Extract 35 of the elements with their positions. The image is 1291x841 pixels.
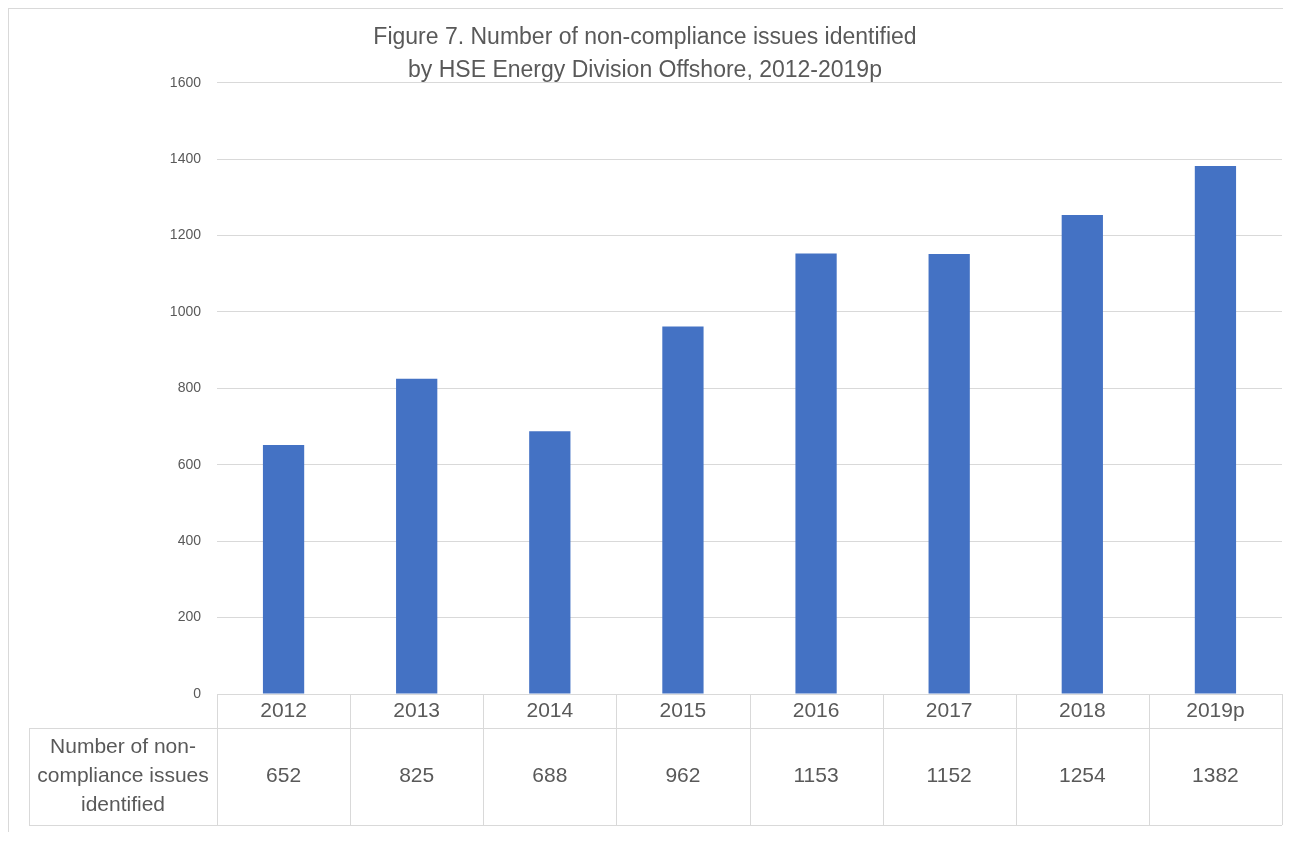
x-tick-label: 2019p — [1186, 698, 1245, 722]
x-tick-label: 2013 — [393, 698, 441, 722]
data-label: 688 — [532, 763, 568, 787]
bar — [662, 326, 704, 694]
data-label: 962 — [665, 763, 701, 787]
bar — [795, 253, 837, 694]
text: Number of non-compliance issues identified — [37, 734, 209, 816]
data-label: 652 — [266, 763, 302, 787]
bar — [396, 378, 438, 694]
y-tick-label: 800 — [177, 379, 202, 396]
data-label: 1254 — [1058, 763, 1106, 787]
data-label: 1152 — [926, 763, 972, 787]
x-tick-label: 2016 — [792, 698, 840, 722]
x-tick-label: 2014 — [526, 698, 574, 722]
bar — [262, 444, 305, 694]
x-tick-label: 2012 — [260, 698, 307, 722]
x-tick-label: 2018 — [1058, 698, 1106, 722]
data-label: 1382 — [1192, 763, 1239, 787]
bar — [1061, 214, 1103, 694]
data-label: 825 — [399, 763, 435, 787]
y-tick-label: 600 — [177, 455, 202, 472]
bar — [529, 431, 571, 694]
y-tick-label: 0 — [193, 684, 202, 701]
y-tick-label: 1000 — [169, 302, 202, 319]
bar — [1194, 166, 1237, 694]
y-tick-label: 1400 — [169, 150, 202, 167]
y-tick-label: 400 — [177, 532, 202, 549]
x-tick-label: 2017 — [925, 698, 973, 722]
bar — [928, 253, 970, 694]
y-tick-label: 200 — [177, 608, 202, 625]
y-tick-label: 1600 — [169, 73, 202, 90]
chart-title: Figure 7. Number of non-compliance issues identified by HSE Energy Division Offshore, 2012-2019p — [373, 22, 917, 82]
y-tick-label: 1200 — [169, 226, 202, 243]
data-label: 1153 — [793, 763, 839, 787]
x-tick-label: 2015 — [659, 698, 707, 722]
